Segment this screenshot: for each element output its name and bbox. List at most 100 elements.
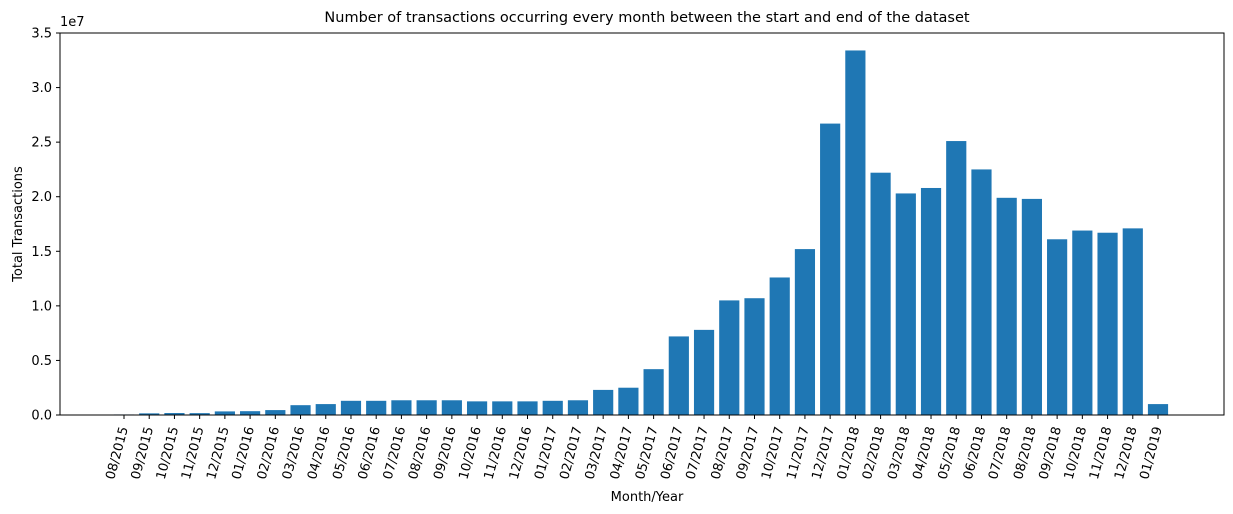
- y-tick-label: 3.5: [31, 27, 52, 42]
- x-tick-label: 11/2018: [1087, 425, 1115, 481]
- bar-05-2017: [643, 369, 664, 415]
- bar-09-2016: [441, 400, 462, 415]
- bar-04-2018: [920, 187, 942, 415]
- x-tick-label: 06/2018: [961, 425, 989, 481]
- bar-03-2018: [895, 193, 916, 415]
- bar-09-2018: [1047, 239, 1068, 415]
- x-tick-label: 03/2017: [583, 425, 611, 481]
- x-tick-label: 09/2016: [431, 425, 459, 481]
- x-tick-label: 11/2015: [179, 425, 207, 481]
- x-tick-label: 11/2016: [482, 425, 510, 481]
- y-ticks-group: 0.0 0.5 1.0 1.5 2.0 2.5 3.0 3.5: [31, 27, 60, 424]
- bars-group: [113, 50, 1169, 416]
- bar-09-2015: [139, 413, 160, 415]
- x-tick-label: 08/2015: [103, 425, 131, 481]
- bar-11-2017: [794, 249, 816, 415]
- x-tick-label: 07/2017: [683, 425, 711, 481]
- x-tick-label: 10/2018: [1062, 425, 1090, 481]
- x-tick-label: 02/2016: [255, 425, 283, 481]
- y-tick-label: 0.0: [31, 409, 52, 424]
- x-tick-label: 06/2016: [356, 425, 384, 481]
- x-tick-label: 09/2015: [129, 425, 157, 481]
- x-tick-label: 06/2017: [658, 425, 686, 481]
- bar-03-2016: [290, 405, 311, 415]
- x-tick-label: 04/2016: [305, 425, 333, 481]
- x-tick-label: 09/2017: [734, 425, 762, 481]
- y-tick-label: 0.5: [31, 354, 52, 369]
- chart-title: Number of transactions occurring every m…: [324, 10, 970, 26]
- bar-07-2016: [391, 400, 412, 415]
- x-tick-label: 08/2018: [1011, 425, 1039, 481]
- y-axis-label: Total Transactions: [11, 166, 26, 283]
- x-tick-label: 07/2018: [986, 425, 1014, 481]
- bar-10-2017: [769, 277, 790, 415]
- y-tick-label: 1.0: [31, 299, 52, 314]
- x-tick-label: 04/2018: [910, 425, 938, 481]
- bar-10-2018: [1072, 230, 1093, 415]
- bar-01-2016: [240, 411, 261, 415]
- x-axis-label: Month/Year: [611, 490, 684, 505]
- bar-05-2016: [340, 400, 362, 415]
- x-tick-label: 12/2016: [507, 425, 535, 481]
- x-tick-label: 12/2015: [204, 425, 232, 481]
- bar-03-2017: [593, 389, 614, 415]
- x-tick-label: 01/2016: [229, 425, 257, 481]
- x-tick-label: 01/2018: [835, 425, 863, 481]
- x-tick-label: 10/2016: [456, 425, 484, 481]
- bar-08-2017: [719, 300, 740, 415]
- bar-02-2017: [567, 400, 589, 415]
- y-tick-label: 1.5: [31, 245, 52, 260]
- bar-07-2018: [996, 197, 1017, 415]
- bar-07-2017: [693, 329, 715, 415]
- bar-02-2016: [265, 410, 286, 415]
- x-tick-label: 01/2019: [1137, 425, 1165, 481]
- x-tick-label: 07/2016: [381, 425, 409, 481]
- x-tick-label: 05/2018: [936, 425, 964, 481]
- x-tick-label: 10/2017: [759, 425, 787, 481]
- bar-11-2018: [1097, 232, 1118, 415]
- bar-01-2017: [542, 400, 563, 415]
- x-tick-label: 10/2015: [154, 425, 182, 481]
- bar-06-2016: [366, 400, 387, 415]
- x-tick-label: 09/2018: [1037, 425, 1065, 481]
- x-tick-label: 02/2017: [557, 425, 585, 481]
- x-tick-label: 03/2018: [885, 425, 913, 481]
- x-tick-label: 02/2018: [860, 425, 888, 481]
- bar-04-2016: [315, 404, 336, 415]
- x-tick-label: 12/2018: [1112, 425, 1140, 481]
- bar-12-2018: [1122, 228, 1143, 415]
- y-tick-label: 2.5: [31, 136, 52, 151]
- x-tick-label: 11/2017: [784, 425, 812, 481]
- x-tick-label: 03/2016: [280, 425, 308, 481]
- bar-02-2018: [870, 172, 891, 415]
- bar-06-2018: [971, 169, 992, 415]
- bar-04-2017: [618, 387, 639, 415]
- y-offset-label: 1e7: [60, 15, 85, 30]
- bar-05-2018: [946, 141, 967, 416]
- x-tick-label: 05/2016: [330, 425, 358, 481]
- bar-11-2016: [492, 401, 513, 415]
- bar-09-2017: [744, 298, 765, 415]
- bar-12-2016: [517, 401, 538, 415]
- bar-10-2015: [164, 413, 185, 415]
- bar-12-2017: [820, 123, 841, 415]
- bar-06-2017: [668, 336, 689, 415]
- bar-10-2016: [466, 401, 488, 415]
- bar-08-2016: [416, 400, 437, 415]
- bar-08-2018: [1021, 198, 1042, 415]
- bar-01-2019: [1147, 404, 1169, 415]
- x-tick-label: 12/2017: [810, 425, 838, 481]
- x-ticks-group: 08/201509/201510/201511/201512/201501/20…: [103, 415, 1166, 481]
- x-tick-label: 08/2017: [709, 425, 737, 481]
- x-tick-label: 05/2017: [633, 425, 661, 481]
- y-tick-label: 2.0: [31, 190, 52, 205]
- plot-frame: [59, 32, 1225, 416]
- x-tick-label: 04/2017: [608, 425, 636, 481]
- x-tick-label: 08/2016: [406, 425, 434, 481]
- bar-11-2015: [189, 413, 210, 415]
- bar-12-2015: [214, 411, 235, 415]
- y-tick-label: 3.0: [31, 81, 52, 96]
- bar-01-2018: [845, 50, 866, 416]
- x-tick-label: 01/2017: [532, 425, 560, 481]
